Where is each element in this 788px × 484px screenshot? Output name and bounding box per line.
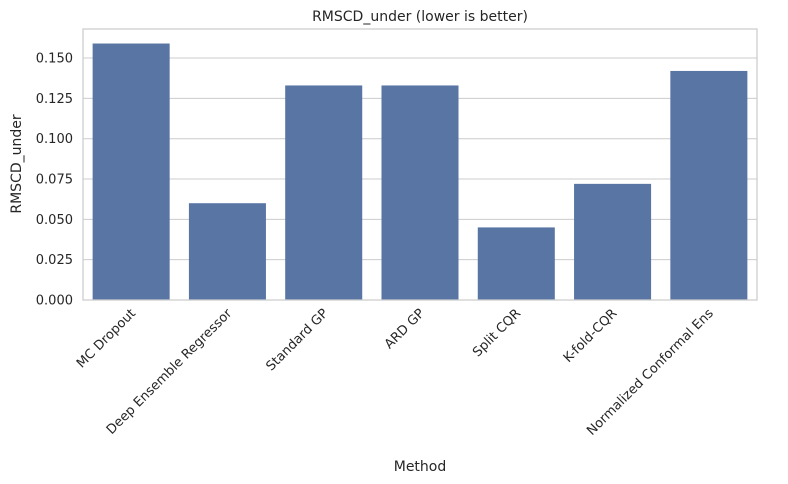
bar (188, 203, 266, 300)
plot-frame (82, 28, 758, 301)
y-tick-label: 0.075 (36, 173, 73, 188)
bar (381, 85, 459, 300)
x-axis-label: Method (394, 459, 447, 475)
bar (574, 183, 652, 300)
x-tick-label: Standard GP (264, 306, 332, 374)
y-tick-label: 0.025 (36, 253, 73, 268)
chart-title: RMSCD_under (lower is better) (312, 9, 528, 25)
y-axis-label: RMSCD_under (9, 114, 25, 213)
bar (477, 227, 555, 300)
x-tick-label: ARD GP (382, 306, 428, 352)
y-tick-label: 0.050 (36, 213, 73, 228)
x-tick-label: Split CQR (470, 306, 524, 360)
bar (670, 70, 748, 300)
x-tick-label: MC Dropout (74, 306, 139, 371)
y-tick-label: 0.100 (36, 132, 73, 147)
y-tick-label: 0.000 (36, 294, 73, 309)
bar (92, 43, 170, 301)
x-tick-label: K-fold-CQR (561, 306, 621, 366)
y-tick-labels: 0.000 0.025 0.050 0.075 0.100 0.125 0.150 (36, 52, 73, 309)
bars (92, 43, 748, 301)
y-tick-label: 0.125 (36, 92, 73, 107)
bar (285, 85, 363, 300)
y-tick-label: 0.150 (36, 52, 73, 67)
